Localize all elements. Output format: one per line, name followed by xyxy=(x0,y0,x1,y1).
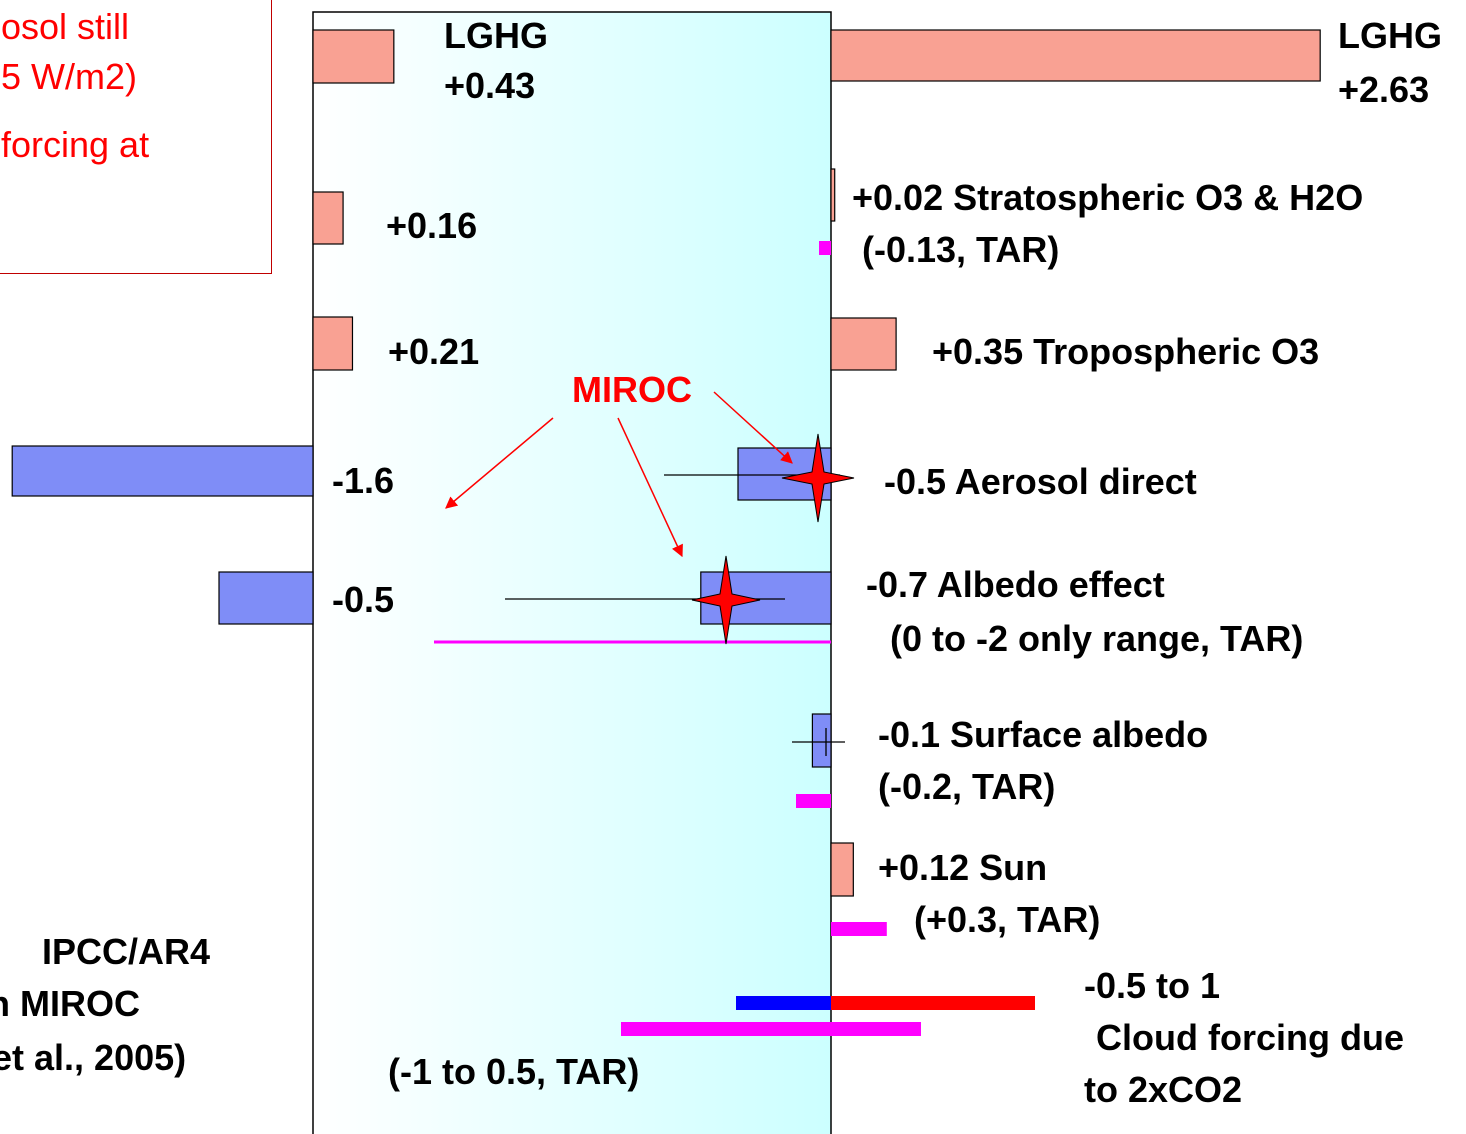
miroc-arrow-albedo xyxy=(617,417,683,558)
caption-line-1: IPCC/AR4 xyxy=(42,931,211,972)
left-albedo-value: -0.5 xyxy=(332,579,395,620)
left-tar-cloud-label: (-1 to 0.5, TAR) xyxy=(388,1051,640,1092)
right-aerosol-label: -0.5 Aerosol direct xyxy=(884,461,1197,502)
left-bar-1 xyxy=(312,29,395,84)
cloud-bar-negative xyxy=(736,996,831,1010)
right-bar-7 xyxy=(830,842,854,897)
tar-marker-surface xyxy=(796,794,831,808)
right-lghg-name: LGHG xyxy=(1338,15,1442,56)
tar-marker-sun xyxy=(831,922,887,936)
right-bar-2 xyxy=(830,168,836,222)
right-cloud-range: -0.5 to 1 xyxy=(1084,965,1221,1006)
left-bar-2 xyxy=(312,191,344,245)
miroc-label: MIROC xyxy=(572,369,692,410)
miroc-arrow-left xyxy=(445,417,554,509)
caption-line-3: et al., 2005) xyxy=(0,1037,187,1078)
right-surface-tar: (-0.2, TAR) xyxy=(878,766,1056,807)
right-cloud-label: Cloud forcing due xyxy=(1096,1017,1404,1058)
right-lghg-value: +2.63 xyxy=(1338,69,1430,110)
note-box: osol still 5 W/m2) forcing at xyxy=(0,0,272,274)
note-line-3: forcing at xyxy=(1,124,150,165)
cloud-bar-positive xyxy=(831,996,1035,1010)
right-albedo-tar: (0 to -2 only range, TAR) xyxy=(890,618,1304,659)
right-cloud-label-2: to 2xCO2 xyxy=(1084,1069,1243,1110)
left-tropo-value: +0.21 xyxy=(388,331,480,372)
miroc-arrow-aerosol xyxy=(713,391,793,464)
left-lghg-name: LGHG xyxy=(444,15,548,56)
right-sun-tar: (+0.3, TAR) xyxy=(914,899,1101,940)
right-sun-label: +0.12 Sun xyxy=(878,847,1048,888)
left-bar-3 xyxy=(312,316,354,371)
left-strat-value: +0.16 xyxy=(386,205,478,246)
right-tropo-label: +0.35 Tropospheric O3 xyxy=(932,331,1320,372)
note-line-1: osol still xyxy=(1,6,130,47)
right-strat-label: +0.02 Stratospheric O3 & H2O xyxy=(852,177,1364,218)
tar-marker-strat xyxy=(819,241,831,255)
caption-line-2: n MIROC xyxy=(0,983,140,1024)
tar-range-cloud xyxy=(621,1022,921,1036)
left-aerosol-value: -1.6 xyxy=(332,460,395,501)
miroc-star-aerosol xyxy=(781,433,855,523)
right-albedo-label: -0.7 Albedo effect xyxy=(866,564,1165,605)
note-line-2: 5 W/m2) xyxy=(1,56,138,97)
right-bar-1 xyxy=(830,29,1321,82)
miroc-star-albedo xyxy=(691,555,761,645)
right-bar-6 xyxy=(811,713,832,768)
right-strat-tar: (-0.13, TAR) xyxy=(862,229,1060,270)
left-bar-5 xyxy=(218,571,314,625)
right-bar-3 xyxy=(830,317,897,371)
left-bar-4 xyxy=(11,445,314,497)
left-lghg-value: +0.43 xyxy=(444,65,536,106)
right-surface-label: -0.1 Surface albedo xyxy=(878,714,1209,755)
